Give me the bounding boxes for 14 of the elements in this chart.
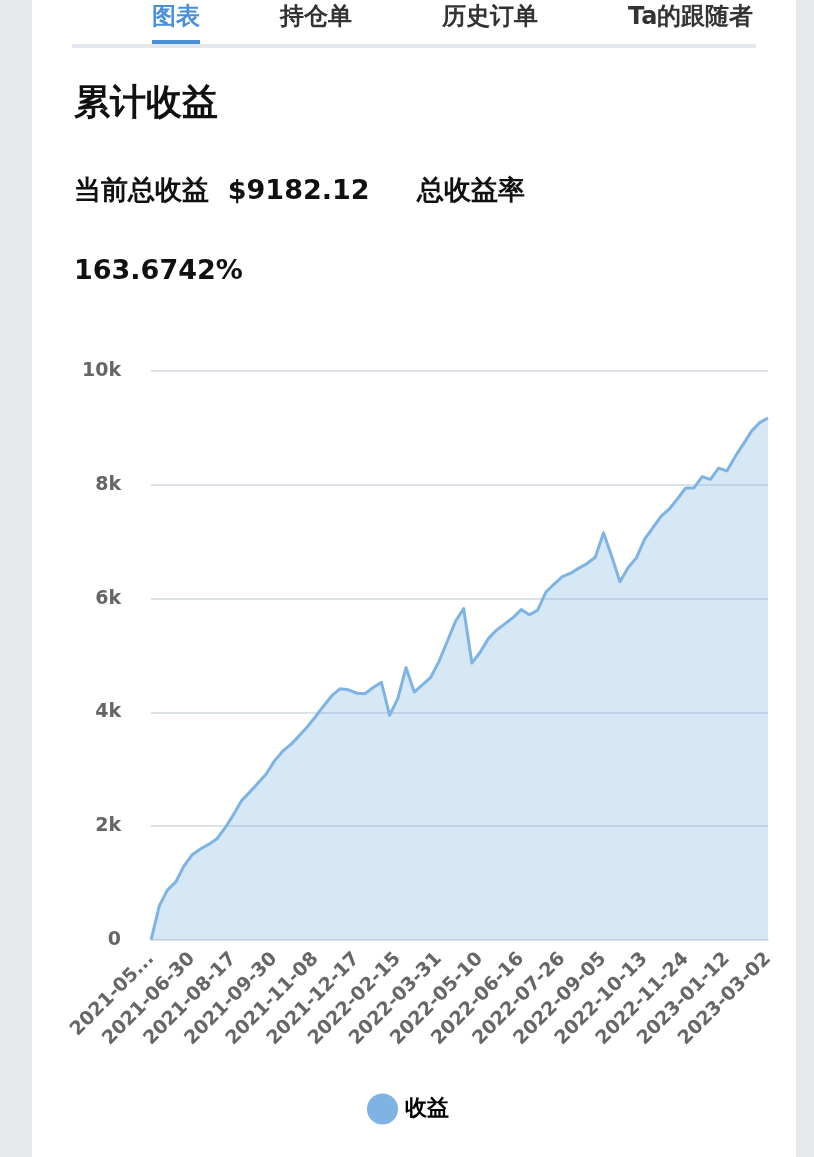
text: 163.6742% [74,254,243,285]
text: Ta的跟随者 [628,1,754,32]
y-tick-label: 0 [107,926,122,949]
legend-label: 收益 [404,1094,449,1120]
y-tick-label: 8k [95,472,122,495]
y-tick-label: 4k [95,699,122,722]
chart-subtitle: 当前总收益 $9182.12 总收益率 [74,173,525,207]
text: 图表 [152,0,200,44]
y-tick-label: 6k [95,585,122,608]
text: 持仓单 [280,1,352,32]
text: 历史订单 [442,1,538,32]
chart-title: 累计收益 [74,80,218,124]
y-tick-label: 10k [82,358,122,381]
y-tick-label: 2k [95,813,122,836]
